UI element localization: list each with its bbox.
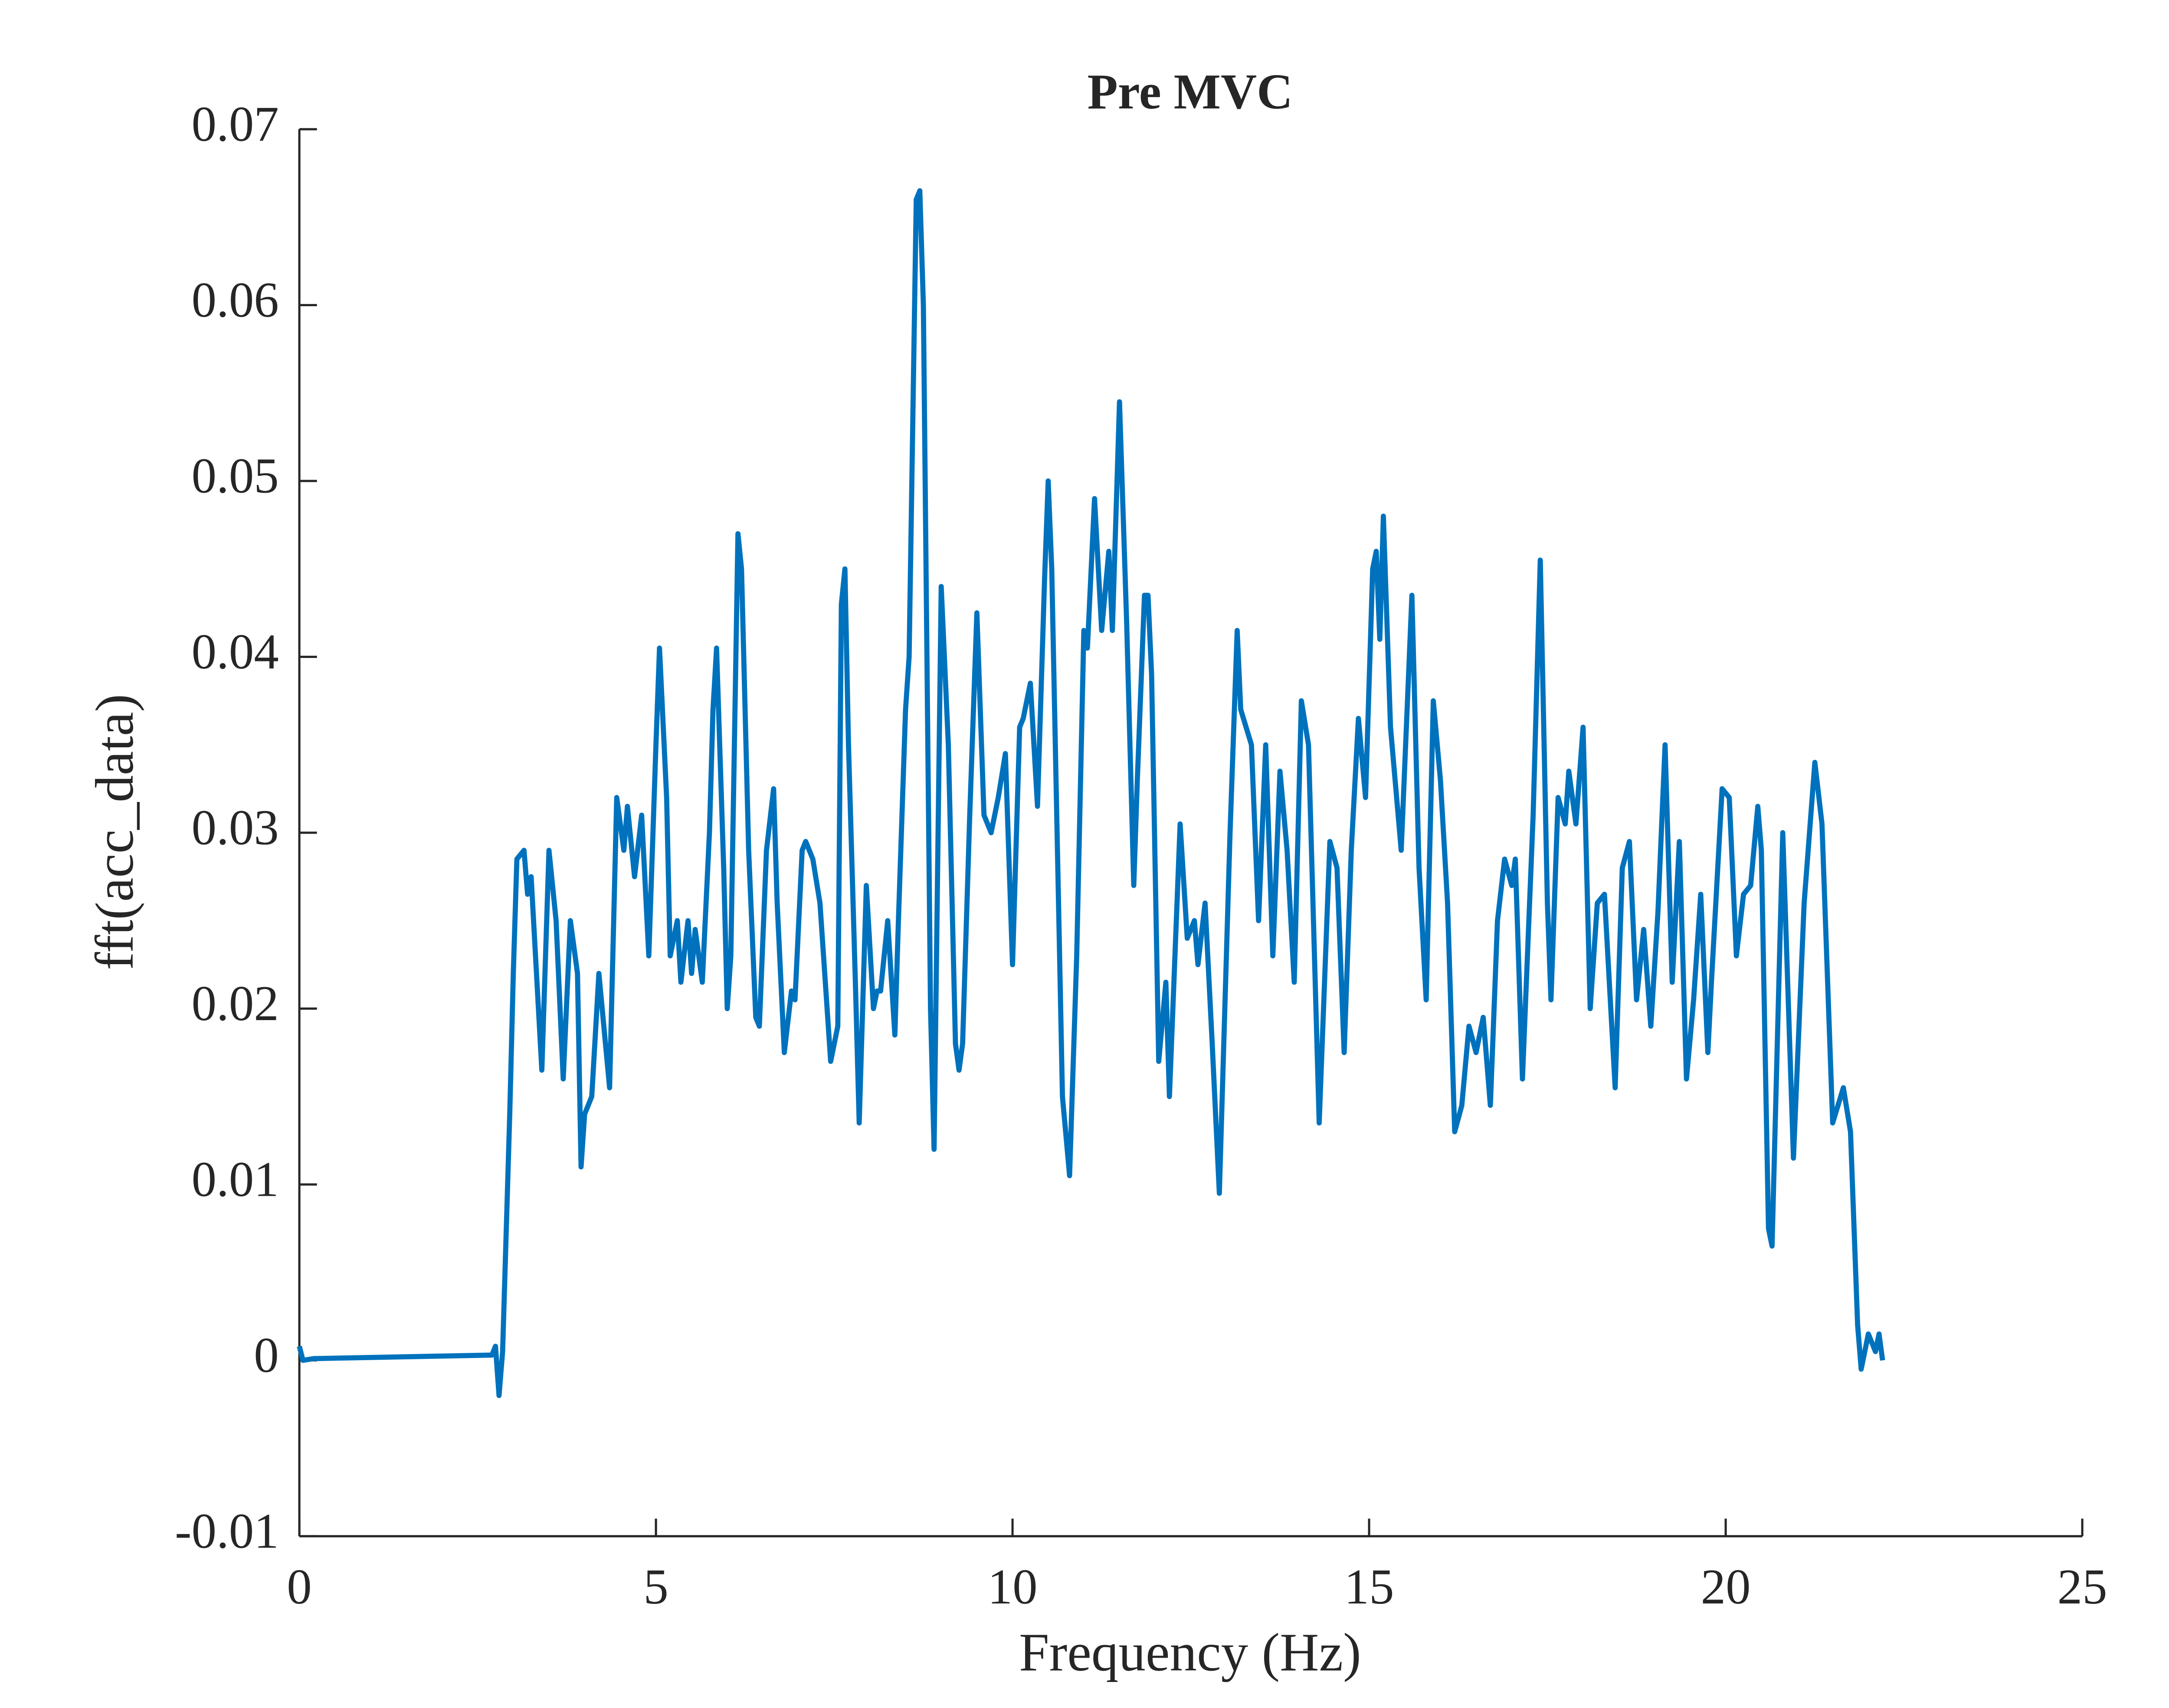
y-tick-label: -0.01 — [175, 1503, 279, 1558]
x-tick-label: 10 — [988, 1559, 1038, 1614]
y-tick-label: 0.05 — [191, 448, 278, 503]
y-tick-label: 0.01 — [191, 1152, 278, 1207]
y-tick-label: 0.06 — [191, 272, 278, 327]
y-tick-label: 0 — [254, 1328, 278, 1383]
x-tick-label: 15 — [1344, 1559, 1394, 1614]
y-tick-label: 0.03 — [191, 800, 278, 855]
x-tick-label: 20 — [1701, 1559, 1751, 1614]
x-tick-label: 0 — [287, 1559, 312, 1614]
y-tick-label: 0.07 — [191, 96, 278, 151]
y-axis-label: fft(acc_data) — [85, 694, 145, 970]
x-axis-label: Frequency (Hz) — [1019, 1622, 1361, 1682]
x-tick-label: 25 — [2058, 1559, 2107, 1614]
chart-title: Pre MVC — [1088, 64, 1293, 119]
x-tick-label: 5 — [643, 1559, 668, 1614]
y-tick-label: 0.04 — [191, 624, 278, 679]
data-line — [297, 188, 1885, 1398]
y-tick-label: 0.02 — [191, 976, 278, 1031]
